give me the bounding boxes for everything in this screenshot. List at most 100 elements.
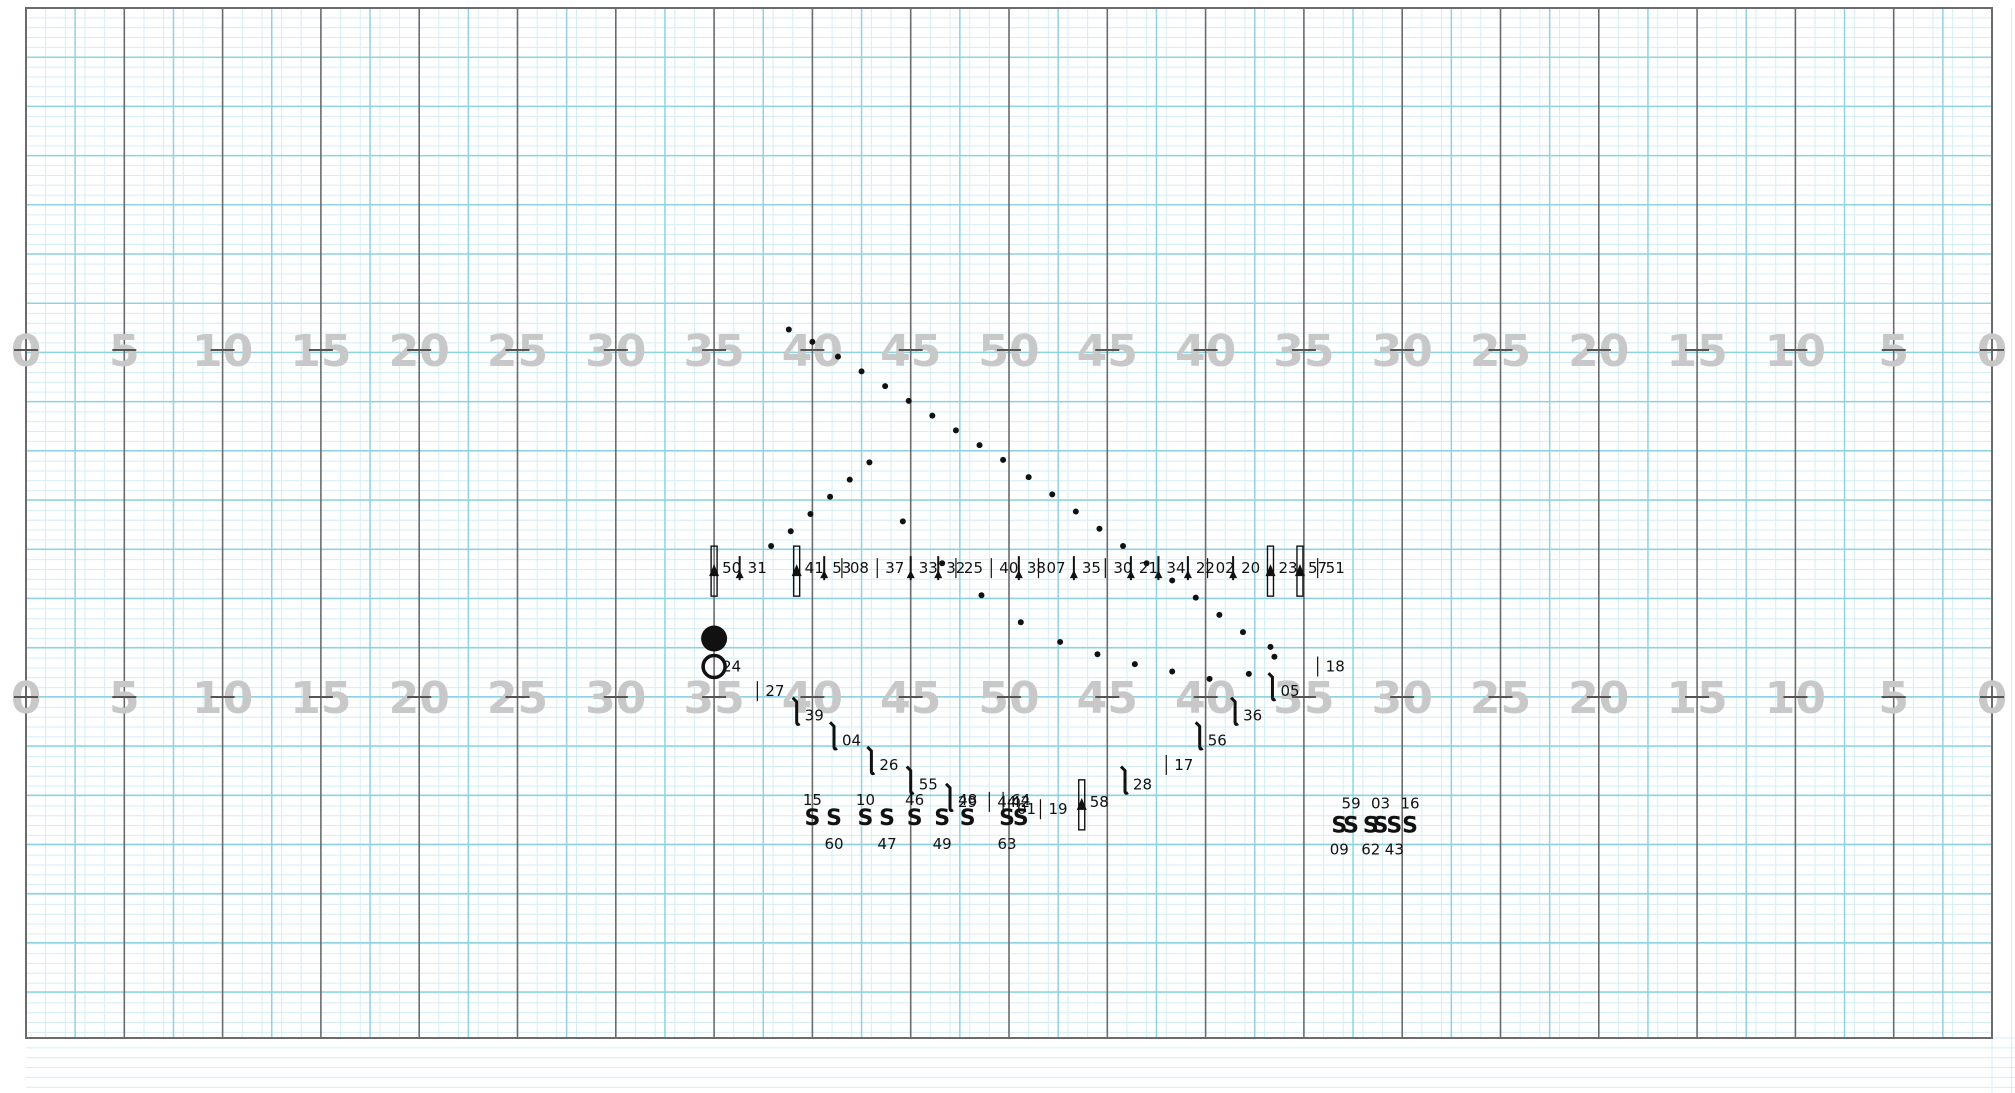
drill-dot — [1000, 456, 1007, 463]
performer-label: 24 — [722, 658, 741, 676]
top-yard-number: 0 — [1977, 326, 2008, 377]
snare-drum-icon: S — [999, 806, 1015, 831]
snare-drum-icon: S — [826, 806, 842, 831]
performer-label: 63 — [997, 835, 1016, 853]
field-border — [25, 7, 1993, 1039]
bell-icon — [820, 570, 829, 579]
performer-17: 17 — [1165, 754, 1193, 775]
performer-label: 51 — [1326, 559, 1345, 577]
performer-label: 15 — [803, 791, 822, 809]
performer-25: 25 — [955, 558, 983, 579]
performer-label: 41 — [805, 559, 824, 577]
bottom-yard-number: 45 — [880, 673, 941, 724]
saxophone-icon — [828, 721, 838, 751]
performer-label: 26 — [879, 756, 898, 774]
bottom-yard-number: 15 — [1666, 673, 1727, 724]
performer-label: 05 — [1280, 682, 1299, 700]
drill-dot — [1169, 577, 1176, 584]
saxophone-icon — [1230, 696, 1239, 726]
drill-dot — [1094, 651, 1101, 658]
performer-31: 31 — [735, 556, 767, 581]
performer-04: 04 — [828, 721, 861, 751]
bottom-yard-number: 15 — [290, 673, 351, 724]
performer-23: 23 — [1265, 545, 1298, 597]
drill-dot — [807, 511, 814, 518]
performer-label: 27 — [765, 682, 784, 700]
performer-59: S59 — [1342, 794, 1361, 838]
bell-icon — [1265, 564, 1276, 577]
drill-dot — [978, 592, 985, 599]
performer-label: 49 — [933, 835, 952, 853]
performer-55: 55 — [905, 765, 938, 795]
performer-label: 46 — [905, 791, 924, 809]
snare-drum-icon: S — [934, 806, 950, 831]
performer-34: 34 — [1154, 556, 1186, 581]
bottom-yard-number: 50 — [978, 673, 1039, 724]
performer-40: 40 — [990, 558, 1018, 579]
drill-dot — [1120, 543, 1127, 549]
drill-dot — [809, 338, 816, 345]
bottom-yard-number: 40 — [1175, 673, 1236, 724]
bell-icon — [1076, 797, 1087, 810]
performer-label: 21 — [1139, 559, 1158, 577]
drill-dot — [1192, 594, 1199, 601]
performer-63: S 63 — [997, 806, 1016, 853]
performer-label: 07 — [1046, 559, 1065, 577]
drill-dot — [952, 427, 959, 434]
top-yard-number: 5 — [109, 326, 140, 377]
performer-label: 02 — [1216, 559, 1235, 577]
drill-dot — [768, 543, 775, 549]
performer-label: 48 — [958, 791, 977, 809]
bottom-yard-number: 10 — [1765, 673, 1826, 724]
performer-46: S46 — [905, 791, 924, 831]
bottom-yard-number: 0 — [1977, 673, 2008, 724]
performer-26: 26 — [866, 745, 898, 776]
drill-dot — [846, 476, 853, 483]
bottom-yard-number: 10 — [192, 673, 253, 724]
bottom-yard-number: 5 — [109, 673, 140, 724]
bell-icon — [1183, 570, 1192, 579]
performer-44: 44 — [988, 791, 1016, 812]
yard-numbers-bottom-row: 0 5 10 15 20 25 30 35 40 45 50 45 40 35 30 25 20 15 10 5 0 — [11, 673, 2008, 724]
performer-28: 28 — [1119, 765, 1152, 795]
drill-dot — [1206, 675, 1213, 682]
drill-dot — [882, 383, 889, 390]
bell-icon — [1154, 570, 1163, 579]
top-yard-number: 10 — [1765, 326, 1826, 377]
bottom-yard-number: 30 — [1372, 673, 1433, 724]
performer-60: S 60 — [824, 806, 843, 853]
performer-02: 02 — [1206, 558, 1235, 579]
performer-18: 18 — [1317, 656, 1345, 677]
bottom-yard-number: 5 — [1878, 673, 1909, 724]
performer-29: 29 — [944, 782, 977, 812]
trombone-icon — [1296, 545, 1304, 597]
bottom-yard-number: 30 — [585, 673, 646, 724]
performer-48: S48 — [958, 791, 977, 831]
performer-label: 08 — [850, 559, 869, 577]
performer-label: 55 — [919, 776, 938, 794]
bottom-yard-number: 45 — [1077, 673, 1138, 724]
performer-label: 01 — [1017, 800, 1036, 818]
performer-label: 42 — [1011, 793, 1030, 811]
performer-05: 05 — [1267, 672, 1300, 702]
saxophone-icon — [1267, 672, 1277, 702]
top-yard-number: 10 — [192, 326, 253, 377]
bottom-yard-number: 20 — [1568, 673, 1629, 724]
performer-56: 56 — [1194, 721, 1227, 751]
hash-marks — [14, 349, 2004, 698]
performer-09: S 09 — [1330, 813, 1349, 858]
performer-19: 19 — [1039, 799, 1068, 820]
top-yard-number: 25 — [487, 326, 548, 377]
performer-label: 39 — [805, 707, 824, 725]
top-yard-number: 15 — [1666, 326, 1727, 377]
performer-label: 18 — [1326, 658, 1345, 676]
performer-24: 24 — [701, 625, 741, 680]
top-yard-number: 25 — [1470, 326, 1531, 377]
drill-dot — [1057, 638, 1064, 645]
drill-dot — [899, 518, 906, 525]
performer-label: 62 — [1361, 840, 1380, 858]
drill-dot — [858, 368, 865, 375]
top-yard-number: 45 — [1077, 326, 1138, 377]
performer-label: 22 — [1196, 559, 1215, 577]
